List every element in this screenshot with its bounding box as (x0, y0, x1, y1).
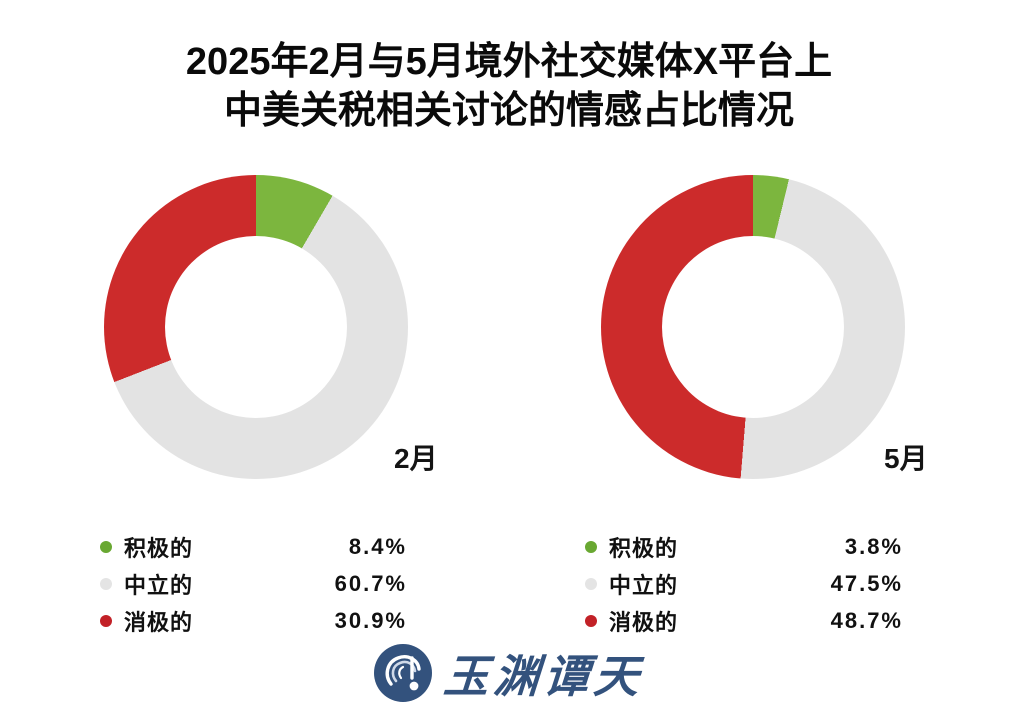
legend-february: 积极的 8.4% 中立的 60.7% 消极的 30.9% (100, 528, 407, 639)
page-title-line1: 2025年2月与5月境外社交媒体X平台上 (185, 41, 833, 83)
chart-label-may: 5月 (884, 443, 928, 474)
legend-label: 消极的 (609, 609, 679, 635)
legend-label: 积极的 (124, 535, 194, 561)
neutral-dot-icon (100, 577, 112, 590)
legend-label: 消极的 (124, 609, 194, 635)
legend-row-neutral: 中立的 47.5% (585, 565, 903, 602)
neutral-dot-icon (585, 577, 597, 590)
legend-value: 60.7% (334, 570, 407, 596)
legend-value: 30.9% (334, 607, 407, 633)
legend-row-neutral: 中立的 60.7% (100, 565, 407, 602)
page-title-line2: 中美关税相关讨论的情感占比情况 (223, 90, 794, 132)
donut-chart-may (601, 175, 905, 479)
legend-may: 积极的 3.8% 中立的 47.5% 消极的 48.7% (585, 528, 903, 639)
legend-label: 积极的 (609, 535, 679, 561)
watermark-text: 玉渊谭天 (441, 652, 646, 702)
watermark-logo: 玉渊谭天 (0, 640, 1018, 705)
legend-label: 中立的 (124, 572, 194, 598)
legend-row-positive: 积极的 3.8% (585, 528, 903, 565)
legend-row-positive: 积极的 8.4% (100, 528, 407, 565)
legend-value: 48.7% (830, 607, 903, 633)
legend-label: 中立的 (609, 572, 679, 598)
legend-value: 47.5% (830, 570, 903, 596)
page-title: 2025年2月与5月境外社交媒体X平台上 中美关税相关讨论的情感占比情况 (0, 38, 1018, 136)
wave-swirl-icon (373, 643, 432, 702)
legend-value: 3.8% (844, 533, 903, 559)
chart-label-february: 2月 (394, 443, 438, 474)
legend-row-negative: 消极的 48.7% (585, 602, 903, 639)
positive-dot-icon (100, 540, 112, 553)
donut-chart-february (104, 175, 408, 479)
negative-dot-icon (585, 614, 597, 627)
negative-dot-icon (100, 614, 112, 627)
legend-row-negative: 消极的 30.9% (100, 602, 407, 639)
legend-value: 8.4% (348, 533, 407, 559)
positive-dot-icon (585, 540, 597, 553)
